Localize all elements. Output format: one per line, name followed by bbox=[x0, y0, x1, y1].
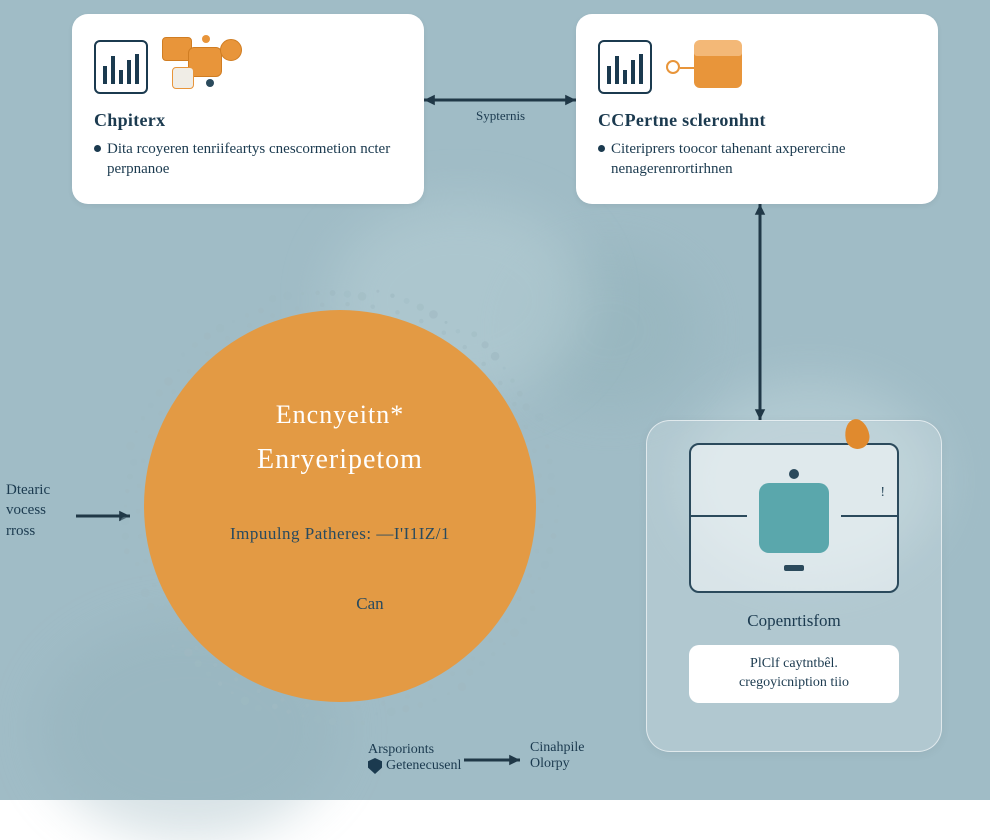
footer-right-line2: Olorpy bbox=[530, 756, 584, 772]
panel-sub-line1: PlClf caytntbêl. bbox=[703, 655, 885, 674]
panel-sub-line2: cregoyicniption tiio bbox=[703, 674, 885, 693]
center-title-2: Enryeripetom bbox=[257, 444, 423, 476]
flame-icon bbox=[843, 417, 872, 451]
card-left-title: Chpiterx bbox=[94, 110, 402, 131]
footer-right-label: Cinahpile Olorpy bbox=[530, 740, 584, 772]
card-right-icons bbox=[598, 32, 916, 102]
card-right-body-text: Citeriprers toocor tahenant axperercine … bbox=[611, 139, 916, 180]
process-line1: Dtearic bbox=[6, 480, 50, 500]
exclaim-icon: ! bbox=[880, 485, 885, 501]
center-title-1: Encnyeitn* bbox=[276, 400, 404, 430]
card-left-body-text: Dita rcoyeren tenriifeartys cnescormetio… bbox=[107, 139, 402, 180]
connector-footer bbox=[452, 748, 532, 772]
footer-left-line1: Arsporionts bbox=[368, 742, 461, 758]
card-chpiterx: Chpiterx Dita rcoyeren tenriifeartys cne… bbox=[72, 14, 424, 204]
connector-process bbox=[64, 504, 142, 528]
bars-icon bbox=[94, 40, 148, 94]
process-line2: vocess bbox=[6, 500, 50, 520]
connector-vertical bbox=[748, 192, 772, 432]
card-right-body: Citeriprers toocor tahenant axperercine … bbox=[598, 139, 916, 180]
cylinder-icon bbox=[694, 40, 742, 94]
connector-top-label: Sypternis bbox=[476, 108, 525, 124]
diagram-canvas: Chpiterx Dita rcoyeren tenriifeartys cne… bbox=[0, 0, 990, 800]
bullet-icon bbox=[598, 145, 605, 152]
shield-icon bbox=[368, 758, 382, 774]
process-label: Dtearic vocess rross bbox=[6, 480, 50, 541]
center-circle: Encnyeitn* Enryeripetom Impuulng Pathere… bbox=[144, 310, 536, 702]
center-subline: Impuulng Patheres: —I'I1IZ/1 bbox=[230, 524, 450, 544]
card-left-body: Dita rcoyeren tenriifeartys cnescormetio… bbox=[94, 139, 402, 180]
center-can: Can bbox=[356, 594, 383, 614]
puzzle-icon bbox=[162, 37, 252, 97]
card-ccpertne: CCPertne scleronhnt Citeriprers toocor t… bbox=[576, 14, 938, 204]
footer-left-label: Arsporionts Getenecusenl bbox=[368, 742, 461, 774]
panel-label: Copenrtisfom bbox=[747, 611, 841, 631]
key-icon bbox=[666, 60, 680, 74]
device-box: ! bbox=[689, 443, 899, 593]
card-right-title: CCPertne scleronhnt bbox=[598, 110, 916, 131]
device-icon bbox=[759, 483, 829, 553]
process-line3: rross bbox=[6, 521, 50, 541]
bars-icon bbox=[598, 40, 652, 94]
bullet-icon bbox=[94, 145, 101, 152]
footer-left-line2: Getenecusenl bbox=[386, 758, 461, 773]
card-left-icons bbox=[94, 32, 402, 102]
panel-sub: PlClf caytntbêl. cregoyicniption tiio bbox=[689, 645, 899, 703]
panel-copenrtisfom: ! Copenrtisfom PlClf caytntbêl. cregoyic… bbox=[646, 420, 942, 752]
footer-right-line1: Cinahpile bbox=[530, 740, 584, 756]
